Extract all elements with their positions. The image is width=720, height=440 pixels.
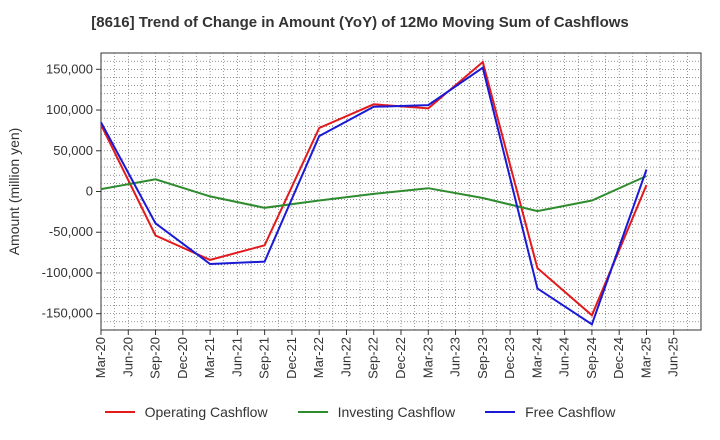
x-tick-label: Dec-20 — [175, 337, 190, 379]
x-tick-label: Jun-20 — [120, 337, 135, 377]
x-tick-label: Mar-21 — [202, 337, 217, 378]
legend: Operating Cashflow Investing Cashflow Fr… — [0, 404, 720, 420]
y-tick-label: 50,000 — [53, 143, 93, 158]
y-tick-label: 100,000 — [46, 102, 93, 117]
x-tick-label: Dec-24 — [611, 337, 626, 379]
x-tick-label: Jun-24 — [557, 337, 572, 377]
y-tick-label: -100,000 — [42, 265, 93, 280]
y-tick-label: 0 — [86, 184, 93, 199]
y-tick-label: 150,000 — [46, 61, 93, 76]
series-lines — [100, 60, 648, 326]
legend-item-free: Free Cashflow — [485, 404, 615, 420]
x-tick-label: Mar-23 — [420, 337, 435, 378]
x-tick-label: Jun-21 — [229, 337, 244, 377]
y-axis-ticks: -150,000 -100,000 -50,000 0 50,000 100,000 150… — [42, 61, 101, 321]
x-tick-label: Dec-21 — [284, 337, 299, 379]
x-tick-label: Sep-22 — [366, 337, 381, 379]
x-tick-label: Sep-24 — [584, 337, 599, 379]
x-tick-label: Sep-21 — [257, 337, 272, 379]
x-tick-label: Mar-25 — [638, 337, 653, 378]
x-tick-label: Mar-20 — [93, 337, 108, 378]
legend-item-operating: Operating Cashflow — [104, 404, 268, 420]
x-axis-ticks: Mar-20 Jun-20 Sep-20 Dec-20 Mar-21 Jun-21 Sep-… — [93, 330, 681, 379]
x-tick-label: Mar-24 — [529, 337, 544, 378]
legend-swatch-investing — [297, 411, 328, 413]
x-tick-label: Jun-22 — [338, 337, 353, 377]
y-tick-label: -150,000 — [42, 306, 93, 321]
x-tick-label: Sep-20 — [148, 337, 163, 379]
y-tick-label: -50,000 — [49, 224, 93, 239]
x-tick-label: Sep-23 — [475, 337, 490, 379]
series-line-0 — [100, 60, 648, 317]
series-line-1 — [100, 175, 647, 213]
legend-label-free: Free Cashflow — [525, 404, 616, 420]
x-tick-label: Mar-22 — [311, 337, 326, 378]
x-tick-label: Dec-22 — [393, 337, 408, 379]
chart-title: [8616] Trend of Change in Amount (YoY) o… — [91, 14, 629, 31]
x-tick-label: Dec-23 — [502, 337, 517, 379]
legend-label-operating: Operating Cashflow — [144, 404, 268, 420]
legend-swatch-free — [485, 411, 516, 413]
x-tick-label: Jun-25 — [666, 337, 681, 377]
legend-label-investing: Investing Cashflow — [337, 404, 456, 420]
legend-swatch-operating — [104, 411, 135, 413]
series-line-2 — [100, 66, 648, 326]
legend-item-investing: Investing Cashflow — [297, 404, 456, 420]
y-axis-label: Amount (million yen) — [6, 128, 22, 256]
x-tick-label: Jun-23 — [448, 337, 463, 377]
